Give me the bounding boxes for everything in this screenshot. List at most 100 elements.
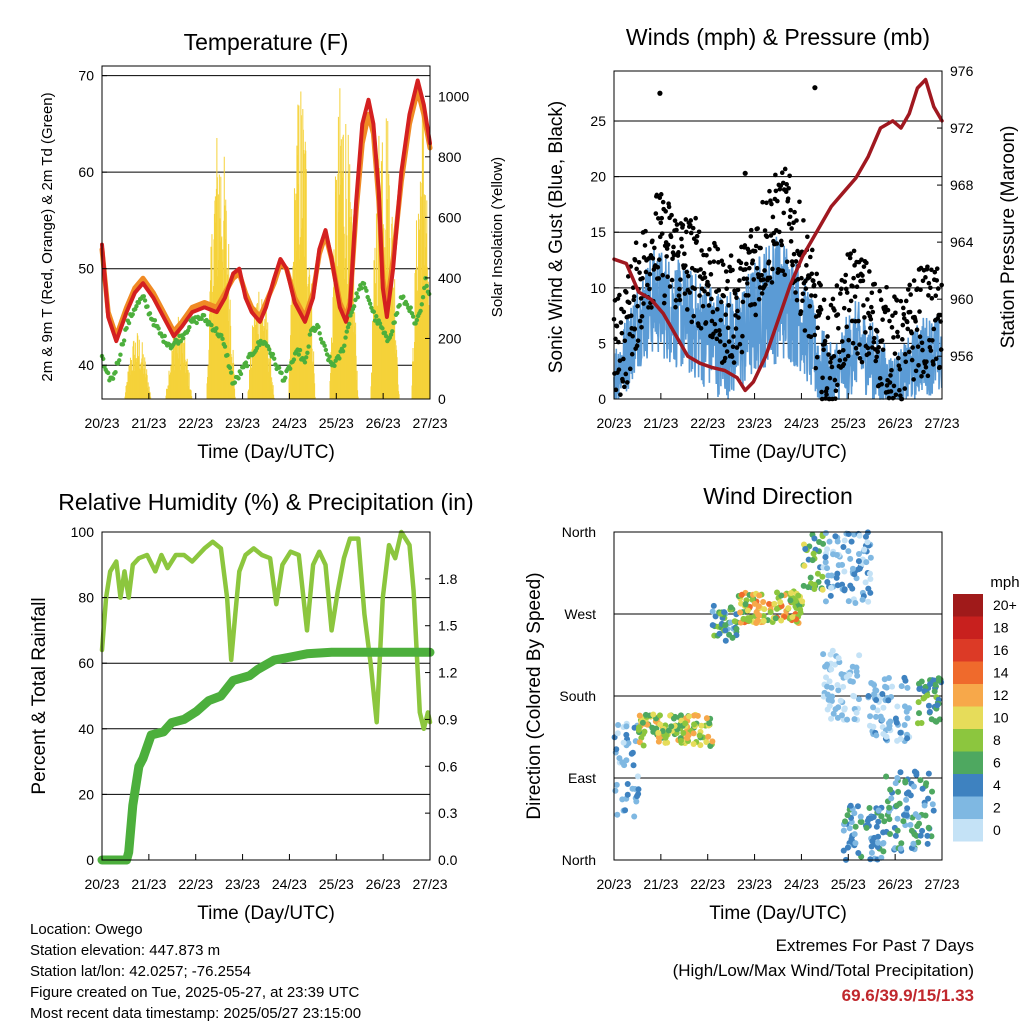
- dewpoint-point: [214, 326, 219, 331]
- gust-point: [847, 255, 853, 261]
- gust-point: [687, 290, 693, 295]
- dewpoint-point: [124, 325, 129, 331]
- gust-point: [810, 278, 816, 284]
- winds-y-tick-label: 0: [598, 391, 606, 407]
- gust-point: [633, 240, 639, 246]
- direction-point: [923, 780, 930, 787]
- direction-point: [840, 827, 847, 834]
- dewpoint-point: [383, 333, 389, 339]
- gust-point: [811, 282, 817, 288]
- direction-point: [810, 550, 817, 557]
- legend-swatch: [953, 684, 983, 707]
- extremes-values: 69.6/39.9/15/1.33: [841, 986, 974, 1005]
- gust-point: [685, 273, 691, 279]
- gust-point: [800, 291, 806, 297]
- direction-point: [830, 710, 837, 717]
- direction-point: [855, 849, 862, 856]
- direction-point: [867, 589, 874, 596]
- direction-point: [833, 574, 840, 581]
- gust-point: [884, 383, 890, 388]
- dewpoint-point: [317, 331, 322, 336]
- dewpoint-point: [404, 302, 410, 307]
- direction-point: [856, 652, 863, 659]
- gust-point: [819, 389, 824, 395]
- dewpoint-point: [426, 291, 432, 297]
- gust-point: [724, 349, 730, 354]
- dewpoint-point: [371, 309, 377, 314]
- gust-point: [647, 271, 653, 277]
- direction-series: [611, 529, 945, 863]
- extremes-subtitle: (High/Low/Max Wind/Total Precipitation): [672, 961, 974, 980]
- gust-point: [829, 364, 835, 370]
- dewpoint-point: [238, 371, 244, 377]
- dewpoint-point: [408, 305, 413, 310]
- gust-point: [883, 304, 888, 310]
- direction-point: [907, 821, 914, 828]
- gust-point: [857, 342, 862, 347]
- gust-point: [813, 365, 819, 371]
- gust-point: [857, 356, 863, 361]
- gust-point: [818, 307, 824, 312]
- winds-title: Winds (mph) & Pressure (mb): [626, 24, 930, 50]
- gust-point: [725, 325, 731, 331]
- direction-point: [828, 715, 835, 722]
- temperature-y-tick-label: 50: [78, 261, 94, 277]
- gust-point: [888, 373, 893, 378]
- gust-point: [900, 322, 906, 328]
- direction-point: [800, 541, 807, 548]
- gust-point: [705, 291, 711, 297]
- direction-point: [844, 716, 851, 723]
- direction-point: [837, 697, 844, 704]
- direction-plot-area: [611, 529, 945, 863]
- gust-point: [669, 212, 674, 218]
- dewpoint-point: [302, 360, 308, 365]
- direction-point: [841, 586, 848, 593]
- direction-point: [839, 561, 846, 568]
- direction-point: [894, 827, 901, 834]
- direction-point: [866, 804, 873, 811]
- gust-point: [694, 239, 699, 244]
- gust-point: [903, 359, 909, 365]
- gust-point: [647, 286, 652, 292]
- temperature-y2-tick-label: 800: [438, 149, 462, 165]
- gust-point: [699, 248, 704, 253]
- direction-point: [703, 715, 710, 722]
- gust-point: [680, 222, 686, 228]
- extremes-title: Extremes For Past 7 Days: [775, 936, 974, 955]
- winds-y-tick-label: 15: [590, 224, 606, 240]
- gust-point: [907, 309, 913, 315]
- gust-point: [804, 263, 809, 268]
- gust-point: [808, 293, 814, 298]
- gust-point: [869, 304, 874, 310]
- winds-plot-frame: [613, 70, 943, 400]
- gust-point: [905, 326, 911, 332]
- gust-point: [752, 248, 758, 254]
- direction-point: [927, 681, 934, 688]
- gust-point: [864, 260, 869, 266]
- gust-point: [779, 170, 785, 176]
- gust-point: [723, 269, 729, 274]
- dewpoint-point: [136, 300, 142, 305]
- gust-point: [930, 338, 935, 343]
- gust-point: [919, 340, 925, 346]
- gust-point: [924, 359, 929, 364]
- humidity-x-tick-label: 22/23: [178, 876, 213, 892]
- direction-title: Wind Direction: [703, 483, 853, 509]
- gust-point: [841, 305, 847, 311]
- gust-point: [931, 326, 937, 332]
- gust-point: [679, 244, 685, 249]
- gust-point: [654, 192, 660, 198]
- gust-point: [779, 242, 785, 248]
- gust-point: [666, 204, 672, 210]
- direction-point: [828, 584, 835, 591]
- gust-point: [758, 245, 763, 251]
- gust-point: [656, 257, 662, 262]
- gust-point: [793, 259, 799, 264]
- direction-point: [851, 831, 858, 838]
- gust-point: [878, 297, 884, 303]
- gust-point: [891, 335, 896, 340]
- direction-point: [709, 622, 716, 629]
- temperature-plot-frame: [101, 65, 431, 400]
- gust-point: [818, 282, 823, 288]
- dewpoint-point: [347, 321, 352, 327]
